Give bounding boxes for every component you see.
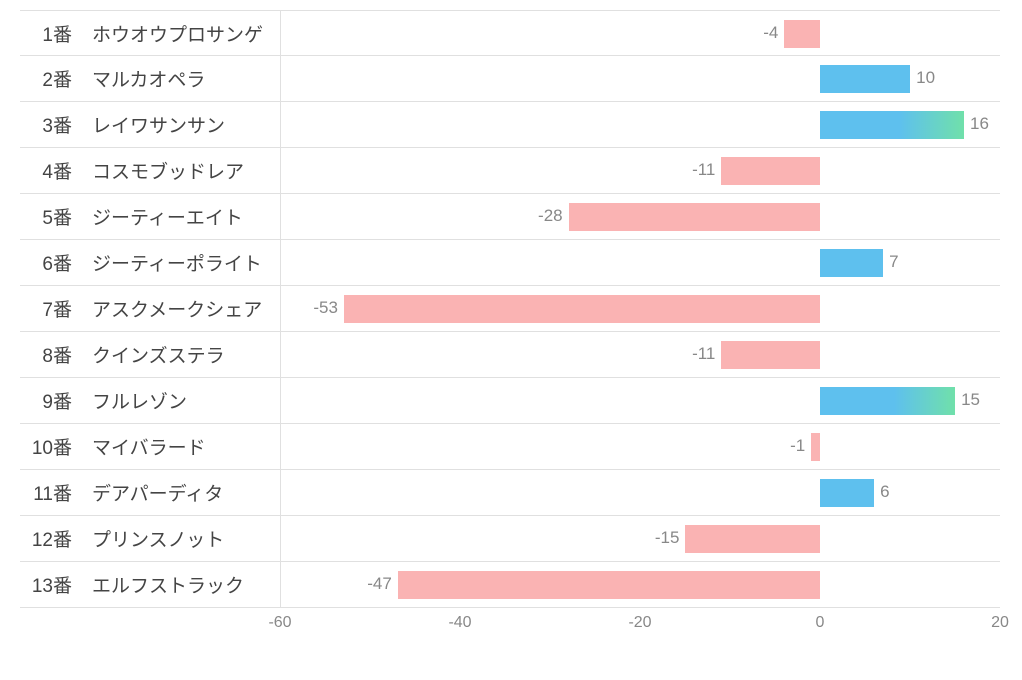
bar-value-label: -11	[692, 344, 721, 364]
x-axis-tick: -40	[448, 614, 471, 632]
plot-area: -53	[280, 286, 1000, 331]
axis-plot-area: -60-40-20020	[280, 608, 1000, 638]
bar-value-label: -4	[763, 23, 784, 43]
bar-value-label: 7	[883, 252, 898, 272]
plot-area: 10	[280, 56, 1000, 101]
row-name: マイバラード	[80, 433, 280, 460]
row-number: 9番	[20, 387, 80, 414]
bar-positive	[820, 387, 955, 415]
bar-value-label: -11	[692, 160, 721, 180]
plot-area: 16	[280, 102, 1000, 147]
chart-row: 10番マイバラード -1	[20, 424, 1000, 470]
row-name: ジーティーエイト	[80, 203, 280, 230]
row-number: 5番	[20, 203, 80, 230]
bar-negative	[811, 433, 820, 461]
plot-area: -11	[280, 148, 1000, 193]
bar-positive	[820, 65, 910, 93]
row-number: 8番	[20, 341, 80, 368]
plot-area: 6	[280, 470, 1000, 515]
x-axis: -60-40-20020	[20, 608, 1000, 638]
row-name: ジーティーポライト	[80, 249, 280, 276]
plot-area: -47	[280, 562, 1000, 607]
row-number: 6番	[20, 249, 80, 276]
chart-row: 1番ホウオウプロサンゲ -4	[20, 10, 1000, 56]
bar-positive	[820, 249, 883, 277]
x-axis-tick: 20	[991, 614, 1009, 632]
bar-negative	[398, 571, 820, 599]
row-name: フルレゾン	[80, 387, 280, 414]
chart-row: 12番プリンスノット -15	[20, 516, 1000, 562]
bar-positive	[820, 479, 874, 507]
bar-value-label: 10	[910, 68, 935, 88]
bar-negative	[721, 157, 820, 185]
x-axis-tick: -20	[628, 614, 651, 632]
row-name: デアパーディタ	[80, 479, 280, 506]
chart-row: 7番アスクメークシェア -53	[20, 286, 1000, 332]
bar-negative	[569, 203, 821, 231]
bar-negative	[721, 341, 820, 369]
bar-value-label: -28	[538, 206, 569, 226]
row-number: 10番	[20, 433, 80, 460]
bar-value-label: -47	[367, 574, 398, 594]
chart-row: 13番エルフストラック -47	[20, 562, 1000, 608]
x-axis-tick: -60	[268, 614, 291, 632]
plot-area: -11	[280, 332, 1000, 377]
bar-negative	[344, 295, 820, 323]
chart-row: 4番コスモブッドレア -11	[20, 148, 1000, 194]
chart-row: 9番フルレゾン 15	[20, 378, 1000, 424]
row-name: エルフストラック	[80, 571, 280, 598]
x-axis-tick: 0	[816, 614, 825, 632]
bar-value-label: 16	[964, 114, 989, 134]
bar-positive	[820, 111, 964, 139]
chart-row: 5番ジーティーエイト -28	[20, 194, 1000, 240]
chart-row: 3番レイワサンサン 16	[20, 102, 1000, 148]
bar-negative	[685, 525, 820, 553]
row-name: プリンスノット	[80, 525, 280, 552]
plot-area: 7	[280, 240, 1000, 285]
row-number: 12番	[20, 525, 80, 552]
row-number: 3番	[20, 111, 80, 138]
chart-row: 2番マルカオペラ 10	[20, 56, 1000, 102]
row-number: 2番	[20, 65, 80, 92]
bar-value-label: -15	[655, 528, 686, 548]
bar-value-label: -1	[790, 436, 811, 456]
row-name: クインズステラ	[80, 341, 280, 368]
bar-value-label: 6	[874, 482, 889, 502]
plot-area: -1	[280, 424, 1000, 469]
chart-row: 11番デアパーディタ 6	[20, 470, 1000, 516]
row-name: アスクメークシェア	[80, 295, 280, 322]
row-number: 13番	[20, 571, 80, 598]
bar-value-label: 15	[955, 390, 980, 410]
row-number: 1番	[20, 20, 80, 47]
row-name: マルカオペラ	[80, 65, 280, 92]
row-name: コスモブッドレア	[80, 157, 280, 184]
row-number: 11番	[20, 479, 80, 506]
bar-value-label: -53	[313, 298, 344, 318]
row-number: 7番	[20, 295, 80, 322]
row-name: レイワサンサン	[80, 111, 280, 138]
plot-area: -28	[280, 194, 1000, 239]
row-number: 4番	[20, 157, 80, 184]
diverging-bar-chart: 1番ホウオウプロサンゲ -4 2番マルカオペラ 10 3番レイワサンサン 16 4番コスモブ…	[20, 10, 1000, 650]
chart-row: 6番ジーティーポライト 7	[20, 240, 1000, 286]
chart-row: 8番クインズステラ -11	[20, 332, 1000, 378]
bar-negative	[784, 20, 820, 48]
plot-area: -15	[280, 516, 1000, 561]
plot-area: -4	[280, 11, 1000, 55]
row-name: ホウオウプロサンゲ	[80, 20, 280, 47]
plot-area: 15	[280, 378, 1000, 423]
